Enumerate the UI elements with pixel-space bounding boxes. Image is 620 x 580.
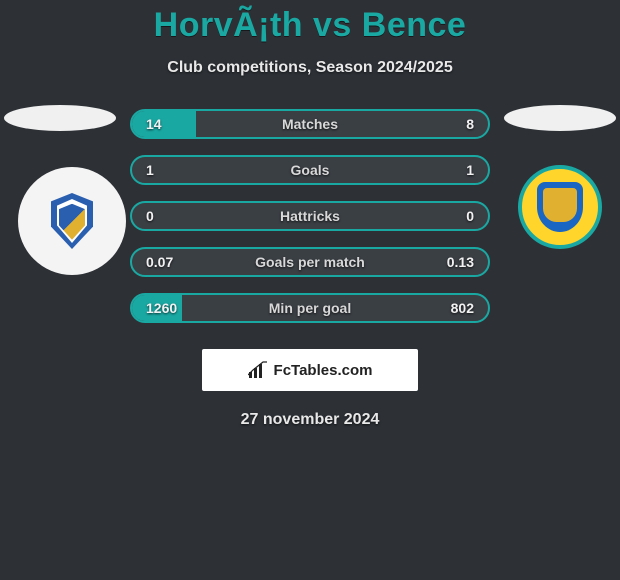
stat-row-goals: 1 Goals 1 [130,155,490,185]
stat-label: Matches [282,116,338,132]
stat-rows: 14 Matches 8 1 Goals 1 0 Hattricks 0 0.0… [130,109,490,323]
stat-row-gpm: 0.07 Goals per match 0.13 [130,247,490,277]
stat-label: Hattricks [280,208,340,224]
stat-row-matches: 14 Matches 8 [130,109,490,139]
site-badge-text: FcTables.com [274,362,373,379]
date-line: 27 november 2024 [0,411,620,429]
stat-label: Goals [291,162,330,178]
bar-chart-icon [248,361,268,379]
stat-left-value: 14 [146,116,186,132]
site-badge[interactable]: FcTables.com [202,349,418,391]
subtitle: Club competitions, Season 2024/2025 [0,59,620,77]
stat-row-hattricks: 0 Hattricks 0 [130,201,490,231]
stat-right-value: 1 [434,162,474,178]
stat-right-value: 8 [434,116,474,132]
stat-right-value: 0 [434,208,474,224]
stat-left-value: 1260 [146,300,186,316]
stats-area: 14 Matches 8 1 Goals 1 0 Hattricks 0 0.0… [0,109,620,429]
shield-icon [51,193,93,249]
stat-row-mpg: 1260 Min per goal 802 [130,293,490,323]
crest-icon [537,182,583,232]
stat-label: Goals per match [255,254,365,270]
stat-left-value: 1 [146,162,186,178]
stat-right-value: 802 [434,300,474,316]
avatar-left-placeholder [4,105,116,131]
stat-label: Min per goal [269,300,351,316]
team-right-logo [518,165,602,249]
stat-left-value: 0.07 [146,254,186,270]
avatar-right-placeholder [504,105,616,131]
page-title: HorvÃ¡th vs Bence [0,0,620,45]
team-left-logo [18,167,126,275]
stat-right-value: 0.13 [434,254,474,270]
stat-left-value: 0 [146,208,186,224]
